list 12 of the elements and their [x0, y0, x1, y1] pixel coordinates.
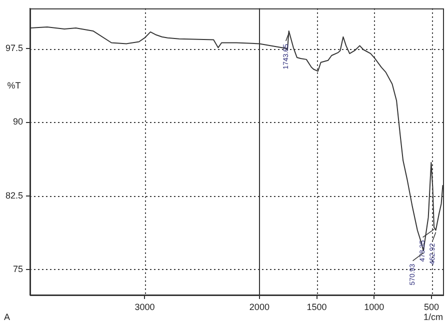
y-axis-title: %T	[7, 80, 22, 90]
text: A	[4, 312, 10, 322]
x-tick-label: 2000	[249, 302, 270, 312]
y-tick-label: 75	[12, 264, 23, 274]
x-tick-label: 1500	[306, 302, 327, 312]
y-tick-label: 90	[12, 116, 23, 127]
x-axis-title: 1/cm	[423, 312, 443, 322]
y-tick-label: 82.5	[5, 190, 23, 200]
x-tick-label: 3000	[134, 302, 155, 312]
x-tick-label: 1000	[364, 302, 384, 312]
y-tick-label: 97.5	[5, 43, 23, 54]
x-tick-label: 500	[424, 302, 440, 312]
